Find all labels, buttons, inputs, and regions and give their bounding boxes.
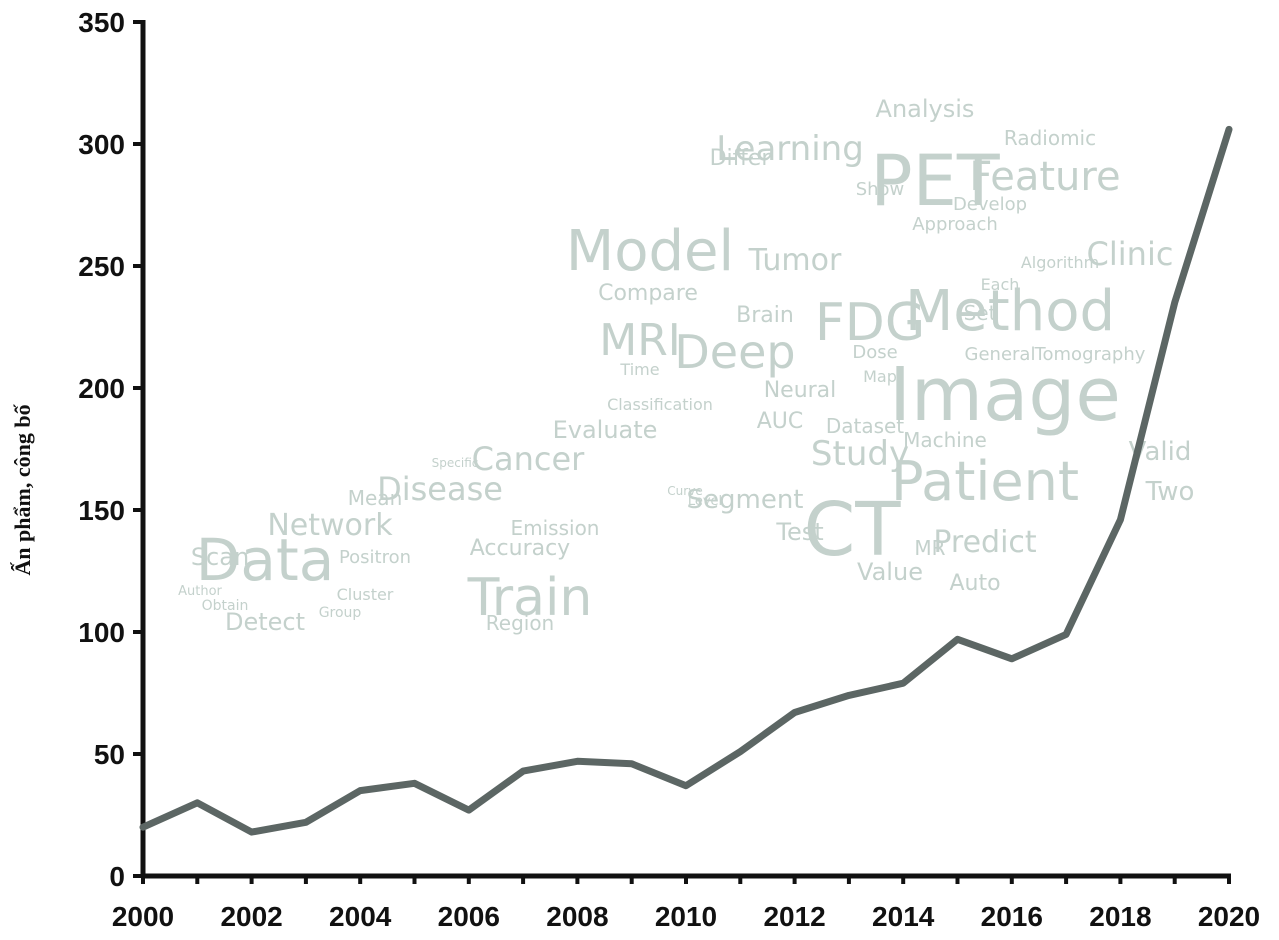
word-cloud-word: Map [863, 367, 897, 386]
word-cloud-word: Time [619, 360, 659, 379]
word-cloud-word: Algorithm [1021, 253, 1099, 272]
x-tick-label: 2006 [438, 901, 500, 932]
tick-labels: 0 50 100 150 200 250 300 350 2000 2002 2004 2006 200… [78, 7, 1260, 932]
word-cloud-word: Segment [687, 485, 804, 515]
word-cloud-word: Curve [667, 484, 702, 498]
word-cloud-word: Author [178, 584, 222, 599]
word-cloud-word: Neural [764, 378, 837, 403]
word-cloud-word: Obtain [202, 598, 249, 614]
word-cloud-word: Study [811, 434, 909, 474]
word-cloud-word: Feature [969, 154, 1120, 200]
x-tick-label: 2000 [112, 901, 174, 932]
word-cloud-word: Emission [511, 516, 600, 540]
word-cloud-word: Image [889, 352, 1121, 438]
word-cloud-word: Cancer [472, 440, 586, 478]
y-tick-label: 300 [78, 129, 125, 160]
x-tick-label: 2016 [981, 901, 1043, 932]
word-cloud-word: Detect [225, 608, 305, 636]
word-cloud-word: Brain [736, 303, 794, 328]
word-cloud-word: Auto [949, 571, 1000, 596]
word-cloud-word: Show [856, 179, 905, 200]
y-axis-label: Ấn phẩm, công bố [10, 403, 35, 575]
x-tick-label: 2004 [329, 901, 392, 932]
word-cloud-word: Tomography [1034, 344, 1146, 365]
word-cloud-word: Disease [377, 470, 503, 508]
word-cloud-word: Dataset [826, 414, 904, 438]
word-cloud-word: Learning [716, 129, 864, 169]
word-cloud-word: Evaluate [553, 416, 658, 444]
y-tick-label: 50 [94, 739, 125, 770]
x-tick-label: 2018 [1089, 901, 1151, 932]
y-tick-label: 350 [78, 7, 125, 38]
axes [133, 20, 1231, 884]
word-cloud-word: Clinic [1087, 235, 1174, 273]
word-cloud-word: Each [981, 275, 1020, 294]
word-cloud-word: Cluster [337, 585, 394, 604]
word-cloud-word: Scan [191, 543, 249, 571]
word-cloud-word: Positron [339, 547, 411, 568]
y-tick-label: 0 [109, 861, 125, 892]
word-cloud-word: FDG [815, 293, 925, 353]
word-cloud-word: Data [196, 526, 335, 594]
x-tick-label: 2020 [1198, 901, 1260, 932]
x-tick-label: 2012 [763, 901, 825, 932]
y-tick-label: 250 [78, 251, 125, 282]
word-cloud-word: Predict [933, 525, 1037, 560]
word-cloud-word: Classification [607, 395, 713, 414]
word-cloud-word: MR [914, 536, 945, 560]
word-cloud-word: Model [566, 219, 734, 284]
word-cloud-word: Test [775, 518, 823, 546]
word-cloud-word: Radiomic [1004, 126, 1096, 150]
x-tick-label: 2010 [655, 901, 717, 932]
y-tick-label: 100 [78, 617, 125, 648]
word-cloud-word: Method [905, 279, 1115, 344]
word-cloud-word: Differ [710, 146, 772, 171]
word-cloud-word: Analysis [876, 95, 975, 123]
word-cloud-word: Compare [598, 281, 698, 306]
word-cloud-word: Specific [432, 456, 479, 470]
word-cloud-word: Mean [348, 486, 403, 510]
word-cloud-word: Two [1145, 477, 1195, 507]
word-cloud-word: Set [964, 301, 997, 325]
word-cloud-word: Train [467, 568, 593, 628]
word-cloud-word: Level [688, 494, 722, 509]
word-cloud-word: AUC [757, 409, 804, 434]
word-cloud-word: Patient [891, 450, 1079, 513]
word-cloud-word: Develop [953, 194, 1027, 215]
word-cloud-word: Region [486, 611, 554, 635]
word-cloud-word: Dose [852, 342, 897, 363]
y-tick-label: 200 [78, 373, 125, 404]
x-tick-label: 2008 [546, 901, 608, 932]
x-tick-label: 2002 [220, 901, 282, 932]
word-cloud-word: Machine [903, 428, 987, 452]
word-cloud-word: Group [319, 605, 362, 621]
series-layer [139, 125, 1233, 836]
word-cloud-word: Approach [912, 214, 998, 235]
word-cloud-word: General [965, 344, 1036, 365]
x-tick-label: 2014 [872, 901, 935, 932]
word-cloud-word: MRI [599, 315, 681, 366]
word-cloud-word: Value [857, 558, 923, 586]
y-tick-label: 150 [78, 495, 125, 526]
word-cloud-word: Network [267, 508, 393, 543]
word-cloud-word: PET [870, 140, 999, 222]
word-cloud-word: Tumor [748, 243, 842, 278]
word-cloud-word: Accuracy [470, 536, 570, 561]
word-cloud-word: Deep [674, 325, 795, 379]
word-cloud-word: CT [804, 487, 902, 573]
